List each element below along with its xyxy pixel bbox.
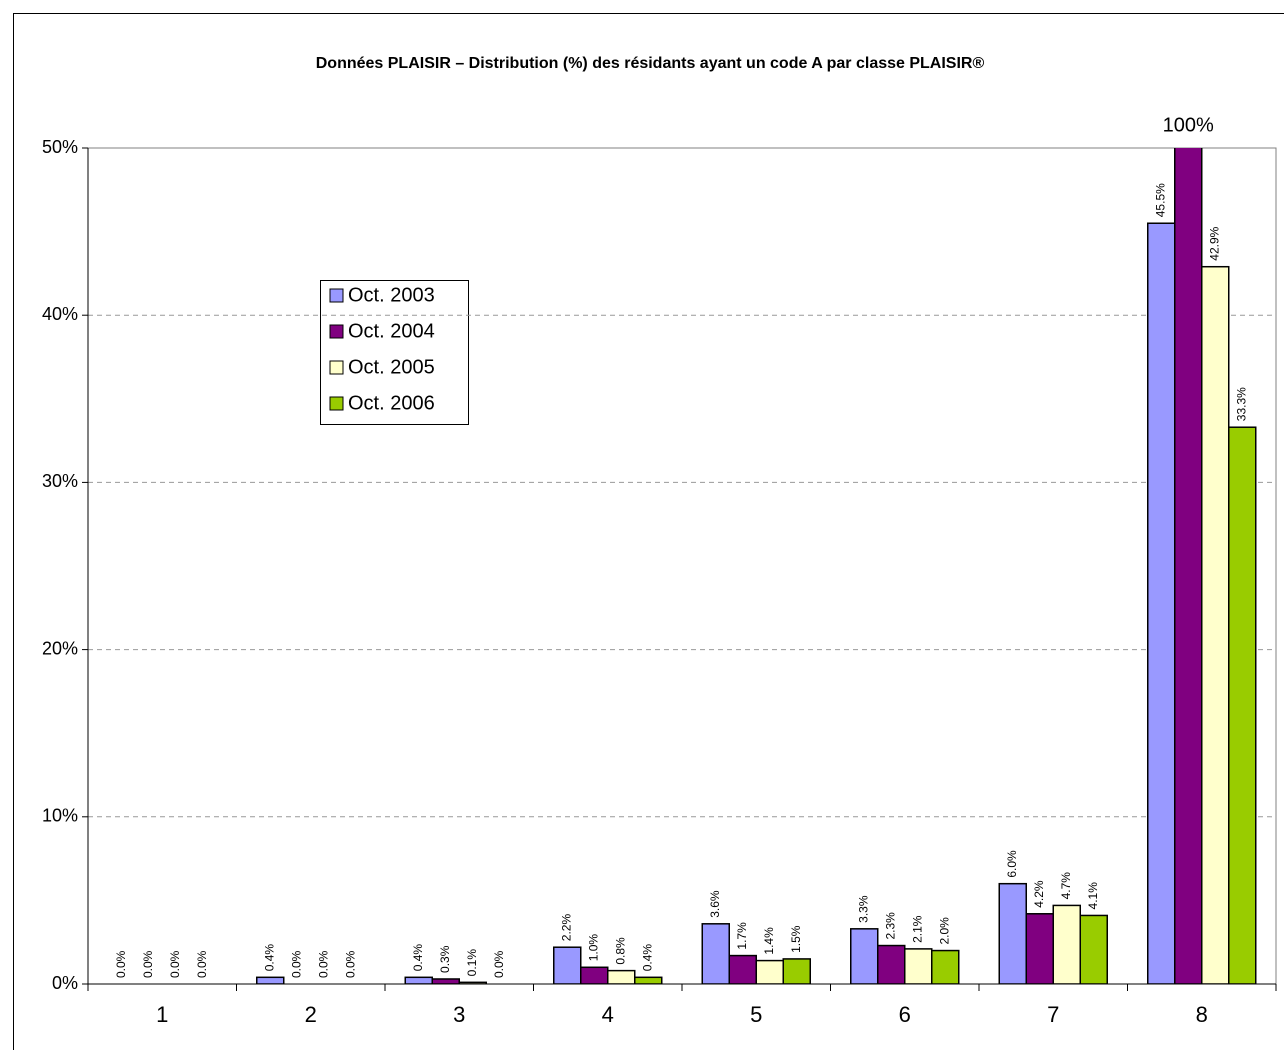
legend-label: Oct. 2006 xyxy=(348,392,435,414)
bar xyxy=(458,981,487,984)
y-tick-label: 50% xyxy=(42,137,78,157)
data-label: 42.9% xyxy=(1207,226,1221,260)
bar xyxy=(256,976,285,984)
data-label: 1.7% xyxy=(735,922,749,950)
x-tick-label: 8 xyxy=(1196,1002,1208,1027)
data-label: 0.0% xyxy=(289,950,303,978)
y-tick-label: 10% xyxy=(42,806,78,826)
data-label: 0.4% xyxy=(640,944,654,972)
data-label: 3.3% xyxy=(856,895,870,923)
legend-label: Oct. 2004 xyxy=(348,320,435,342)
chart-title: Données PLAISIR – Distribution (%) des r… xyxy=(316,55,985,72)
data-label: 100% xyxy=(1163,114,1214,136)
bar xyxy=(701,923,730,984)
x-tick-label: 1 xyxy=(156,1002,168,1027)
data-label: 2.3% xyxy=(883,912,897,940)
bar xyxy=(404,976,433,984)
bar xyxy=(1201,265,1230,984)
data-label: 2.2% xyxy=(559,914,573,942)
x-tick-label: 5 xyxy=(750,1002,762,1027)
data-label: 1.4% xyxy=(762,927,776,955)
bar xyxy=(877,944,906,984)
bar xyxy=(998,882,1027,984)
bar xyxy=(755,959,784,984)
y-tick-label: 0% xyxy=(52,973,78,993)
data-label: 0.0% xyxy=(141,950,155,978)
legend-swatch xyxy=(329,396,344,411)
data-label: 0.0% xyxy=(195,950,209,978)
y-tick-label: 30% xyxy=(42,471,78,491)
bar xyxy=(1228,426,1257,984)
bar xyxy=(850,928,879,984)
legend-label: Oct. 2003 xyxy=(348,284,435,306)
data-label: 0.1% xyxy=(465,949,479,977)
data-label: 0.3% xyxy=(438,945,452,973)
x-tick-label: 7 xyxy=(1047,1002,1059,1027)
data-label: 1.5% xyxy=(789,925,803,953)
bar xyxy=(782,958,811,984)
data-label: 0.0% xyxy=(168,950,182,978)
bar xyxy=(904,948,933,984)
data-label: 4.1% xyxy=(1086,882,1100,910)
bar xyxy=(1174,148,1203,984)
legend-swatch xyxy=(329,288,344,303)
y-tick-label: 20% xyxy=(42,638,78,658)
bar xyxy=(580,966,609,984)
data-label: 1.0% xyxy=(586,934,600,962)
bar xyxy=(634,976,663,984)
data-label: 4.2% xyxy=(1032,880,1046,908)
legend-swatch xyxy=(329,324,344,339)
bar xyxy=(728,954,757,984)
data-label: 0.0% xyxy=(316,950,330,978)
data-label: 0.0% xyxy=(492,950,506,978)
data-label: 2.0% xyxy=(937,917,951,945)
legend-swatch xyxy=(329,360,344,375)
bar xyxy=(553,946,582,984)
bar xyxy=(1147,222,1176,984)
data-label: 33.3% xyxy=(1234,387,1248,421)
data-label: 2.1% xyxy=(910,915,924,943)
data-label: 4.7% xyxy=(1059,872,1073,900)
data-label: 0.0% xyxy=(114,950,128,978)
data-label: 6.0% xyxy=(1005,850,1019,878)
bars xyxy=(256,148,1257,984)
legend-box xyxy=(320,280,469,425)
data-label: 3.6% xyxy=(708,890,722,918)
bar xyxy=(607,969,636,984)
legend-label: Oct. 2005 xyxy=(348,356,435,378)
data-label: 45.5% xyxy=(1153,183,1167,217)
bar xyxy=(1052,904,1081,984)
bar xyxy=(1079,914,1108,984)
x-tick-label: 3 xyxy=(453,1002,465,1027)
x-tick-label: 6 xyxy=(899,1002,911,1027)
data-label: 0.8% xyxy=(613,937,627,965)
x-tick-label: 4 xyxy=(602,1002,614,1027)
bar xyxy=(931,949,960,984)
data-label: 0.4% xyxy=(262,944,276,972)
bar xyxy=(1025,913,1054,984)
x-tick-label: 2 xyxy=(305,1002,317,1027)
bar xyxy=(431,978,460,984)
chart-frame xyxy=(13,13,1284,1050)
y-tick-label: 40% xyxy=(42,304,78,324)
data-label: 0.0% xyxy=(343,950,357,978)
data-label: 0.4% xyxy=(411,944,425,972)
legend: Oct. 2003 Oct. 2004 Oct. 2005 Oct. 2006 xyxy=(320,280,469,425)
